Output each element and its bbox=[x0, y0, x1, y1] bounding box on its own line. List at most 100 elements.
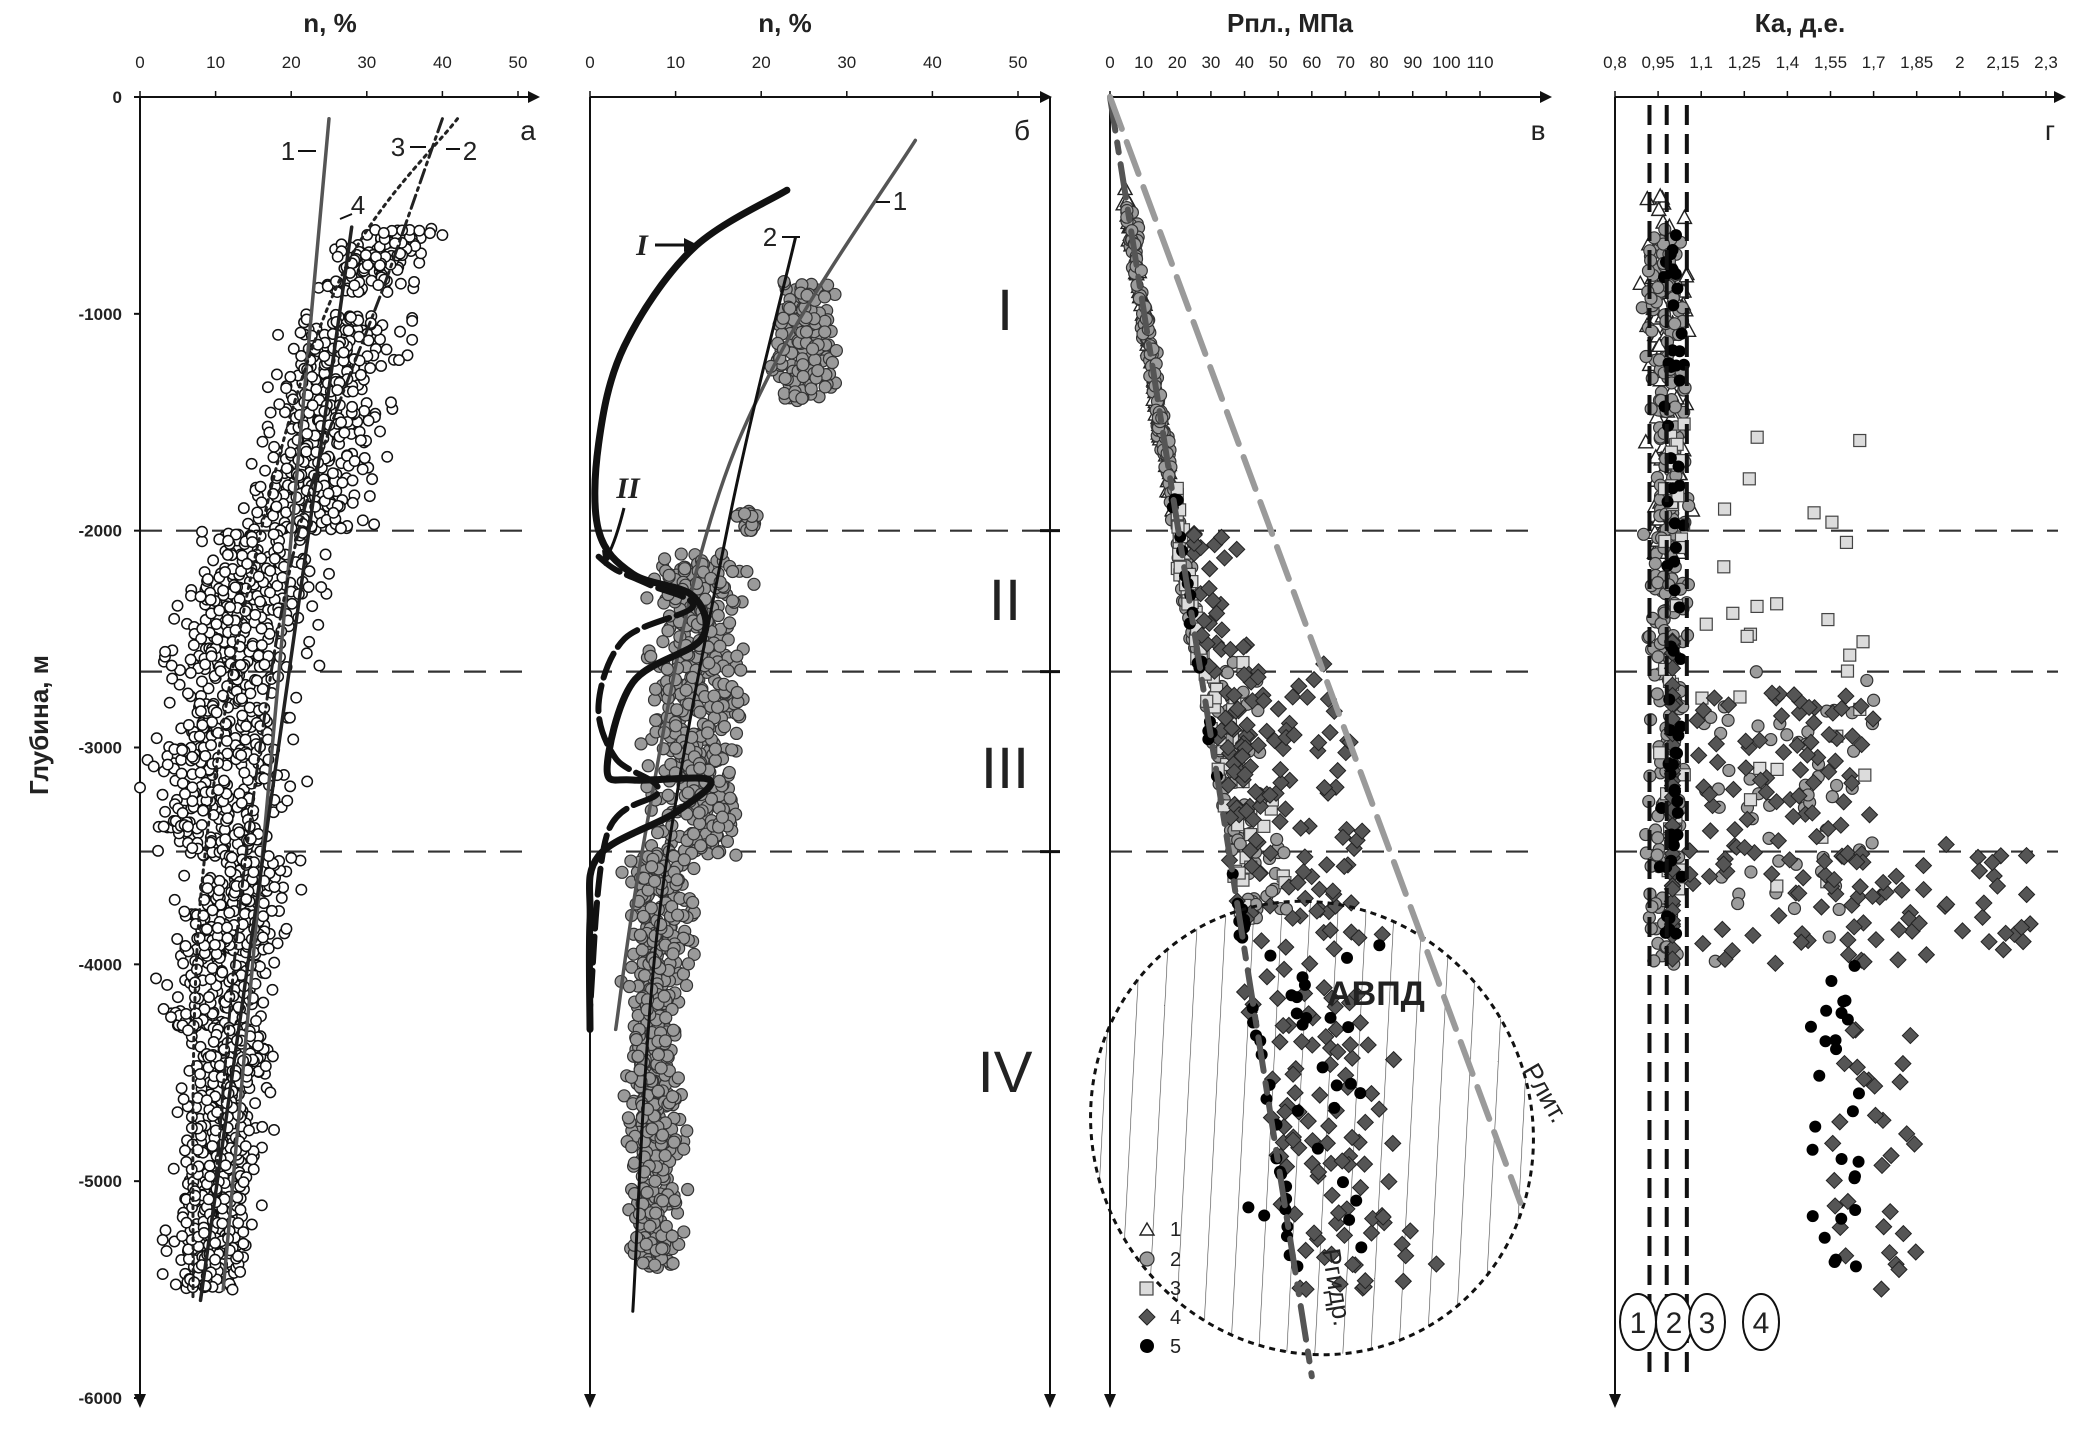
panel-a-curve-label-4: 4 bbox=[351, 190, 365, 220]
data-point bbox=[184, 653, 197, 666]
data-point bbox=[176, 744, 189, 757]
data-point-black-circle bbox=[1820, 1004, 1833, 1017]
data-point bbox=[729, 726, 744, 741]
data-point bbox=[436, 229, 449, 242]
data-point-diamond bbox=[1269, 700, 1288, 718]
data-point bbox=[194, 1068, 207, 1081]
data-point-diamond bbox=[1701, 822, 1720, 840]
x-tick-label: 0,8 bbox=[1603, 53, 1627, 72]
data-point bbox=[661, 624, 675, 638]
data-point-black-circle bbox=[1835, 1152, 1848, 1165]
data-point bbox=[303, 635, 316, 648]
data-point bbox=[255, 496, 268, 509]
panel-b-curve-label-1: 1 bbox=[893, 186, 907, 216]
data-point-black-circle bbox=[1673, 374, 1686, 387]
data-point-square bbox=[1770, 762, 1784, 776]
data-point bbox=[778, 371, 792, 386]
data-point bbox=[271, 937, 284, 950]
data-point bbox=[338, 426, 351, 439]
data-point bbox=[157, 820, 170, 833]
x-tick-label: 90 bbox=[1403, 53, 1422, 72]
data-point bbox=[165, 1011, 177, 1023]
panel-a-x-ticks: 0 10 20 30 40 50 bbox=[135, 53, 527, 97]
data-point bbox=[235, 796, 248, 809]
data-point bbox=[203, 991, 215, 1004]
legend-label-5: 5 bbox=[1170, 1336, 1181, 1358]
data-point-black-circle bbox=[1672, 460, 1685, 473]
data-point bbox=[363, 490, 376, 503]
data-point-gray-circle bbox=[1751, 719, 1765, 733]
data-point bbox=[168, 612, 181, 625]
data-point bbox=[796, 358, 810, 372]
data-point bbox=[259, 1060, 272, 1073]
data-point-black-circle bbox=[1328, 1101, 1341, 1114]
data-point-diamond bbox=[1310, 880, 1329, 899]
data-point-black-circle bbox=[1667, 839, 1680, 852]
data-point-gray-circle bbox=[1651, 576, 1665, 590]
data-point bbox=[250, 1014, 263, 1027]
data-point bbox=[647, 693, 662, 707]
data-point bbox=[233, 826, 246, 839]
data-point-black-circle bbox=[1848, 1170, 1861, 1183]
data-point bbox=[195, 819, 208, 831]
data-point-diamond bbox=[1825, 1171, 1844, 1190]
data-point bbox=[364, 362, 377, 375]
data-point bbox=[160, 1245, 173, 1258]
data-point-diamond bbox=[1894, 1224, 1913, 1243]
data-point-gray-circle bbox=[1721, 713, 1735, 727]
data-point bbox=[221, 932, 234, 945]
data-point bbox=[221, 812, 234, 825]
data-point-black-circle bbox=[1355, 1241, 1368, 1254]
x-tick-label: 0 bbox=[1105, 53, 1114, 72]
data-point bbox=[336, 476, 349, 489]
data-point bbox=[216, 966, 229, 979]
data-point bbox=[348, 279, 361, 292]
data-point-black-circle bbox=[1837, 995, 1850, 1008]
data-point-black-circle bbox=[1835, 1006, 1848, 1019]
data-point-square bbox=[1733, 690, 1747, 704]
data-point bbox=[266, 1050, 279, 1063]
data-point-diamond bbox=[1975, 894, 1993, 912]
x-tick-label: 2 bbox=[1955, 53, 1964, 72]
data-point bbox=[737, 507, 752, 521]
data-point bbox=[681, 957, 696, 971]
data-point bbox=[777, 386, 791, 401]
data-point bbox=[285, 851, 298, 864]
data-point bbox=[194, 705, 207, 718]
data-point bbox=[268, 1124, 280, 1136]
data-point bbox=[259, 464, 272, 477]
data-point-black-circle bbox=[1341, 951, 1354, 964]
data-point bbox=[641, 759, 655, 773]
data-point bbox=[331, 384, 344, 396]
y-tick-label: -6000 bbox=[79, 1389, 122, 1408]
data-point bbox=[722, 765, 736, 780]
data-point bbox=[219, 566, 231, 578]
data-point bbox=[175, 767, 188, 780]
data-point-black-circle bbox=[1344, 1077, 1357, 1090]
data-point bbox=[310, 383, 323, 396]
data-point-black-circle bbox=[1667, 299, 1680, 312]
data-point bbox=[331, 250, 344, 263]
data-point bbox=[207, 1035, 220, 1048]
data-point bbox=[655, 1128, 670, 1142]
data-point bbox=[272, 541, 285, 554]
data-point bbox=[268, 440, 281, 453]
data-point-diamond bbox=[1891, 1073, 1909, 1091]
data-point bbox=[656, 635, 670, 649]
data-point bbox=[176, 1230, 189, 1243]
data-point bbox=[808, 353, 822, 367]
data-point bbox=[645, 860, 659, 874]
data-point bbox=[257, 910, 270, 923]
data-point-black-circle bbox=[1846, 1105, 1859, 1118]
legend-label-2: 2 bbox=[1170, 1249, 1181, 1271]
data-point bbox=[665, 1229, 679, 1243]
data-point bbox=[423, 227, 436, 240]
data-point bbox=[182, 1024, 194, 1037]
data-point bbox=[335, 416, 347, 429]
panel-g-x-arrow bbox=[2054, 91, 2066, 103]
data-point bbox=[729, 848, 743, 862]
y-axis-label: Глубина, м bbox=[24, 655, 54, 795]
data-point bbox=[198, 1226, 210, 1239]
panel-a-y-arrow bbox=[134, 1394, 146, 1408]
data-point-diamond bbox=[1689, 746, 1708, 765]
